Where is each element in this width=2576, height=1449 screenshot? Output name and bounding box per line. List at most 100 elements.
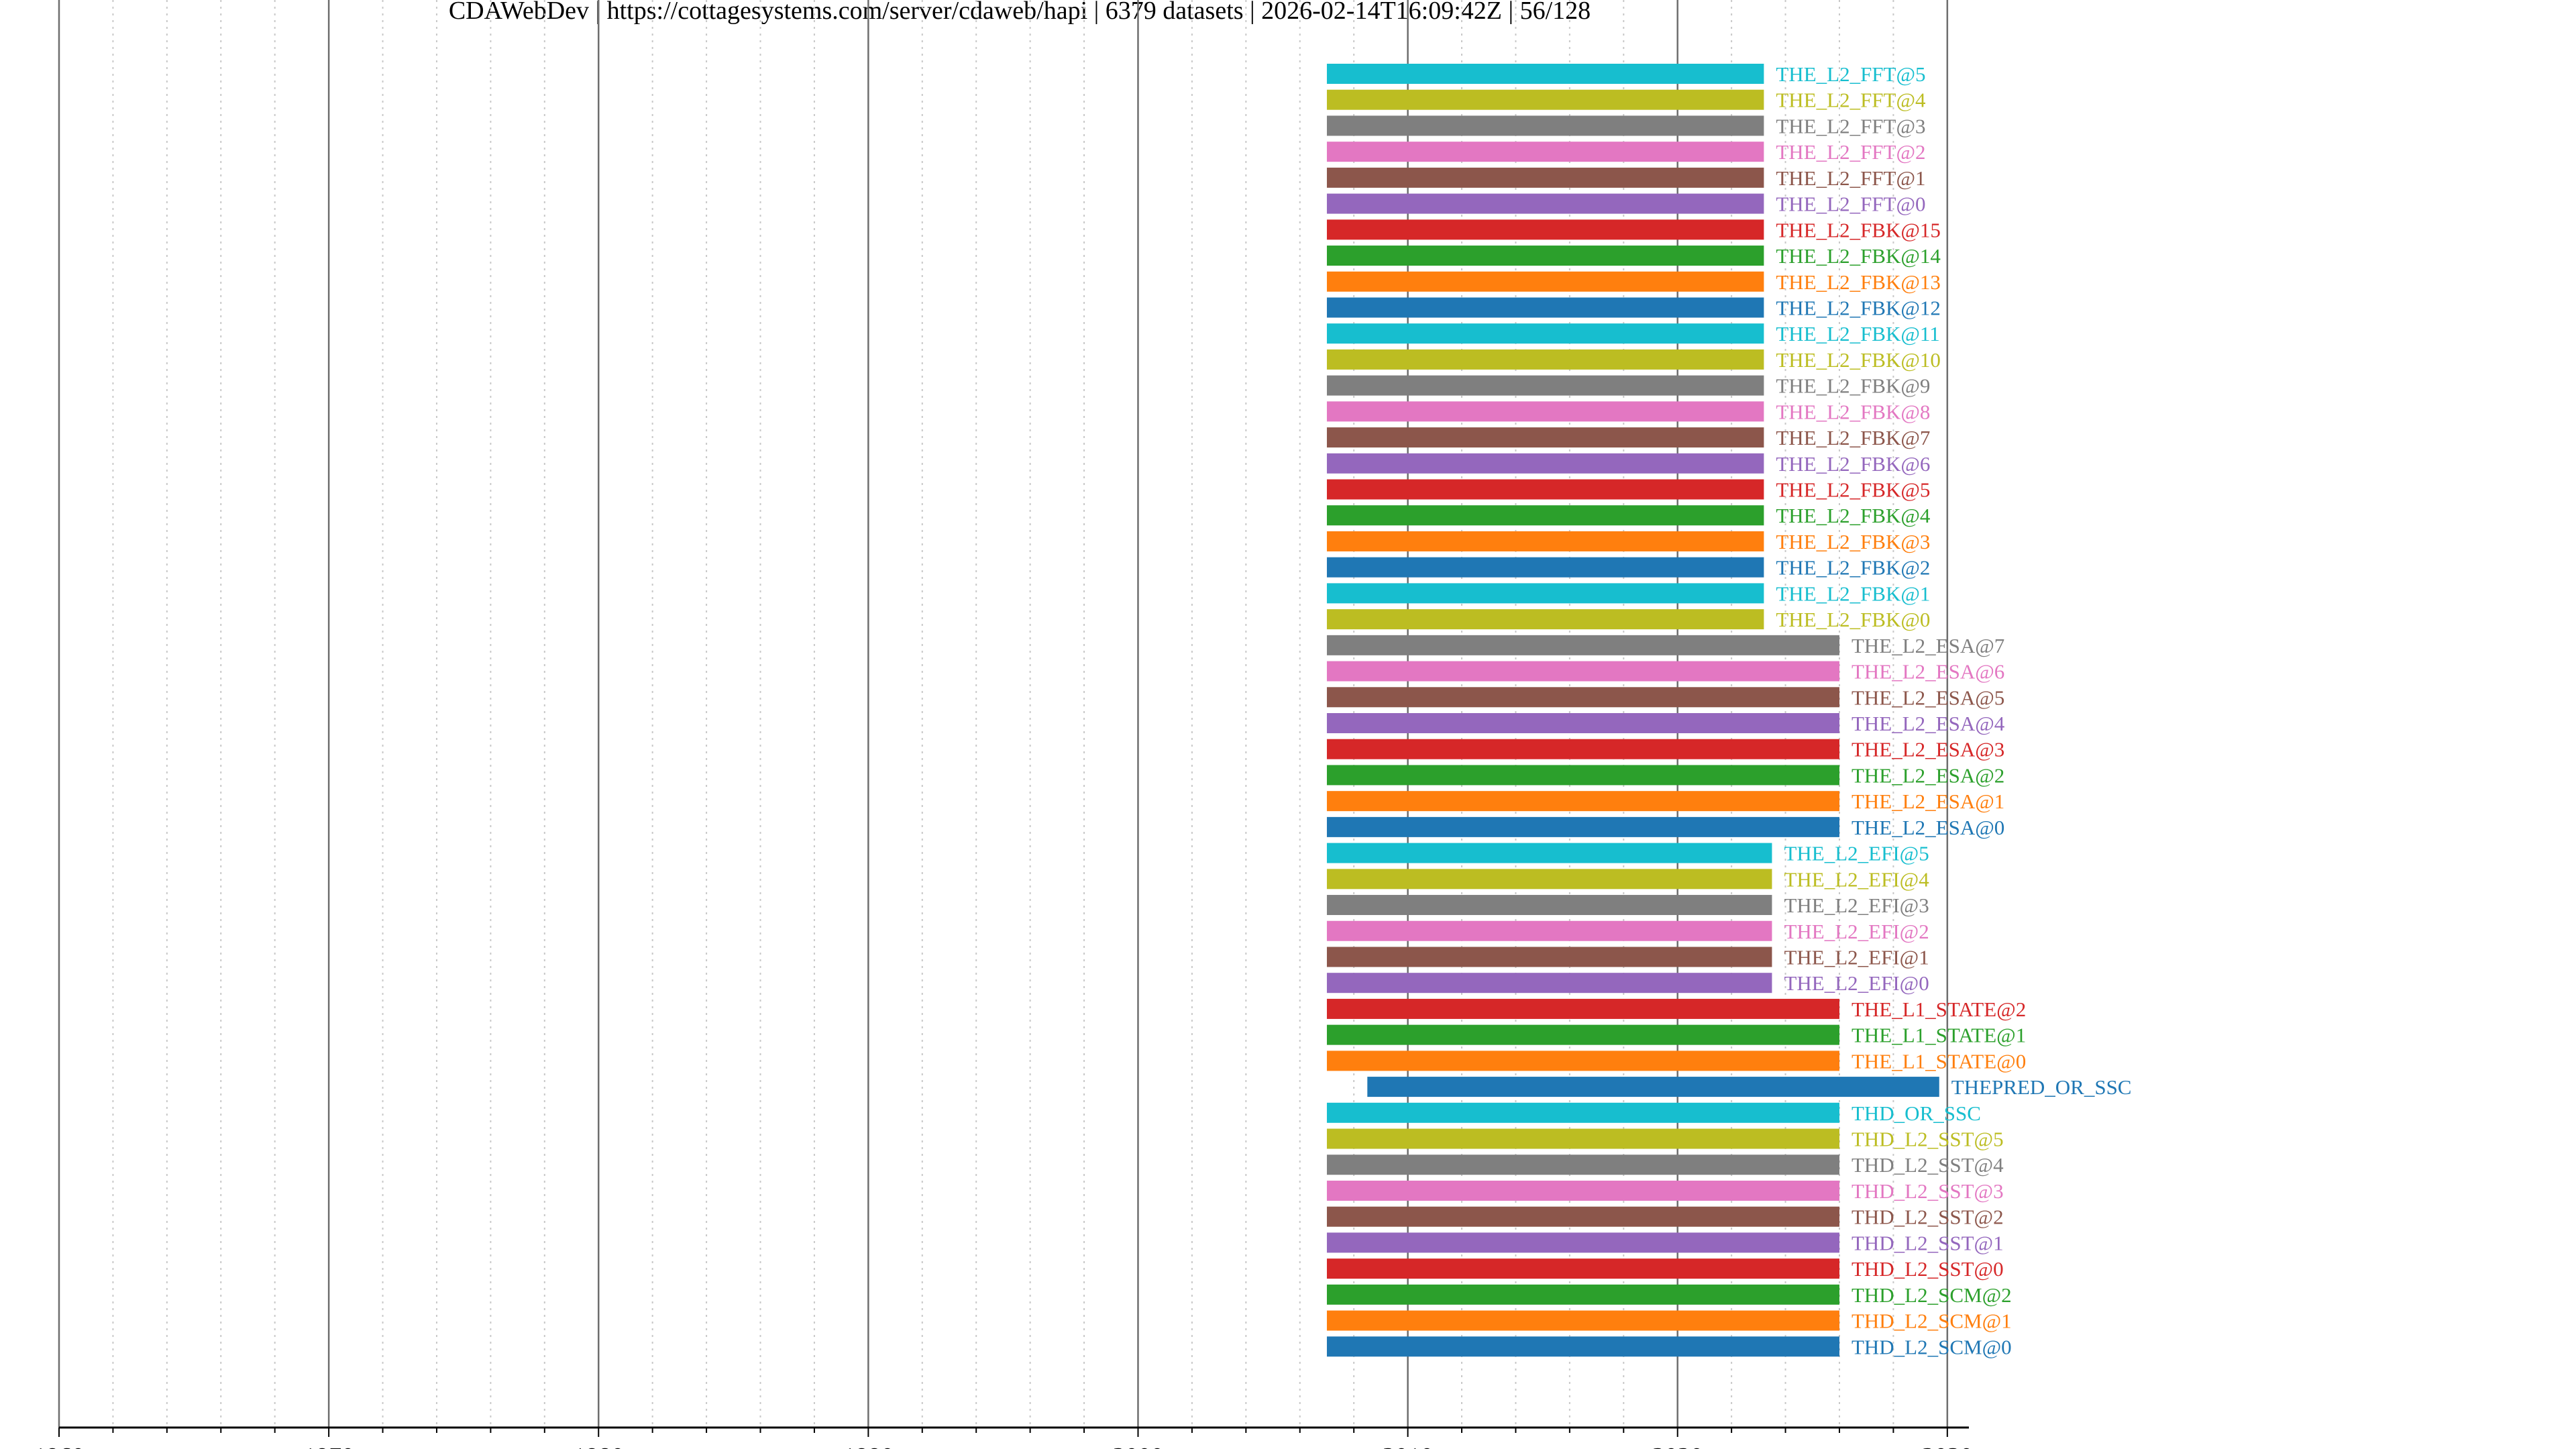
dataset-bar[interactable] <box>1326 1180 1839 1201</box>
dataset-bar[interactable] <box>1326 687 1839 708</box>
dataset-bar[interactable] <box>1326 479 1764 500</box>
x-axis: 1960 1970 1980 1990 2000 2010 2020 2030 <box>34 1426 1973 1449</box>
dataset-bar[interactable] <box>1326 193 1764 214</box>
dataset-label: THE_L2_EFI@2 <box>1784 920 1929 943</box>
dataset-label: THD_L2_SCM@0 <box>1851 1335 2012 1358</box>
dataset-bar[interactable] <box>1326 375 1764 396</box>
dataset-bar[interactable] <box>1326 973 1772 994</box>
x-tick-label: 1990 <box>843 1443 894 1449</box>
dataset-bar[interactable] <box>1326 323 1764 344</box>
dataset-bar[interactable] <box>1326 1336 1839 1357</box>
x-tick-label: 1960 <box>34 1443 85 1449</box>
dataset-label: THE_L2_EFI@5 <box>1784 842 1929 865</box>
dataset-bar[interactable] <box>1326 297 1764 318</box>
dataset-bar[interactable] <box>1326 1024 1839 1045</box>
dataset-label: THE_L2_EFI@1 <box>1784 945 1929 969</box>
dataset-bar[interactable] <box>1367 1077 1939 1097</box>
dataset-bar[interactable] <box>1326 843 1772 863</box>
dataset-bar[interactable] <box>1326 713 1839 733</box>
dataset-bar[interactable] <box>1326 89 1764 110</box>
dataset-label: THE_L2_FFT@2 <box>1776 140 1925 164</box>
dataset-bar[interactable] <box>1326 609 1764 630</box>
dataset-label: THD_L2_SST@2 <box>1851 1205 2004 1229</box>
dataset-bar[interactable] <box>1326 1102 1839 1123</box>
dataset-label: THE_L2_FFT@5 <box>1776 62 1925 86</box>
dataset-label: THE_L2_ESA@7 <box>1851 634 2004 657</box>
dataset-bar[interactable] <box>1326 739 1839 759</box>
dataset-bar[interactable] <box>1326 1206 1839 1227</box>
dataset-bar[interactable] <box>1326 401 1764 422</box>
dataset-bar[interactable] <box>1326 557 1764 578</box>
dataset-bar[interactable] <box>1326 583 1764 604</box>
dataset-label: THE_L2_EFI@0 <box>1784 971 1929 995</box>
dataset-bar[interactable] <box>1326 998 1839 1019</box>
x-tick-label: 1980 <box>573 1443 624 1449</box>
dataset-label: THE_L2_FBK@6 <box>1776 452 1930 476</box>
dataset-labels: THE_L2_FFT@5THE_L2_FFT@4THE_L2_FFT@3THE_… <box>1776 62 2131 1358</box>
dataset-bar[interactable] <box>1326 142 1764 162</box>
dataset-label: THE_L2_FBK@9 <box>1776 374 1930 398</box>
dataset-bar[interactable] <box>1326 246 1764 266</box>
dataset-bar[interactable] <box>1326 765 1839 786</box>
dataset-label: THEPRED_OR_SSC <box>1951 1075 2132 1099</box>
dataset-label: THE_L2_FBK@5 <box>1776 478 1930 502</box>
dataset-bar[interactable] <box>1326 219 1764 240</box>
dataset-bar[interactable] <box>1326 453 1764 474</box>
dataset-label: THD_L2_SST@1 <box>1851 1231 2004 1254</box>
dataset-label: THE_L2_ESA@0 <box>1851 816 2004 839</box>
dataset-label: THD_L2_SST@0 <box>1851 1257 2004 1281</box>
dataset-label: THE_L2_EFI@3 <box>1784 894 1929 917</box>
dataset-bar[interactable] <box>1326 1310 1839 1331</box>
x-tick-label: 2000 <box>1112 1443 1163 1449</box>
dataset-bar[interactable] <box>1326 115 1764 136</box>
dataset-bar[interactable] <box>1326 635 1839 655</box>
dataset-label: THE_L2_FBK@0 <box>1776 608 1930 631</box>
dataset-label: THE_L2_FFT@3 <box>1776 114 1925 138</box>
dataset-bar[interactable] <box>1326 920 1772 941</box>
dataset-label: THD_OR_SSC <box>1851 1102 1981 1125</box>
dataset-bar[interactable] <box>1326 869 1772 890</box>
dataset-label: THE_L2_FBK@8 <box>1776 400 1930 423</box>
dataset-bar[interactable] <box>1326 1284 1839 1305</box>
dataset-label: THE_L1_STATE@1 <box>1851 1024 2026 1047</box>
x-tick-label: 2020 <box>1652 1443 1703 1449</box>
dataset-label: THE_L2_ESA@2 <box>1851 763 2004 787</box>
dataset-label: THE_L2_FBK@13 <box>1776 270 1941 294</box>
dataset-bar[interactable] <box>1326 1258 1839 1279</box>
dataset-bar[interactable] <box>1326 64 1764 84</box>
dataset-label: THE_L2_FBK@7 <box>1776 426 1930 449</box>
dataset-label: THD_L2_SST@3 <box>1851 1179 2004 1203</box>
dataset-label: THE_L2_ESA@4 <box>1851 712 2005 735</box>
dataset-bar[interactable] <box>1326 1128 1839 1149</box>
dataset-label: THE_L2_FBK@11 <box>1776 322 1939 345</box>
dataset-label: THD_L2_SCM@2 <box>1851 1283 2012 1307</box>
dataset-bar[interactable] <box>1326 947 1772 967</box>
dataset-label: THE_L2_ESA@5 <box>1851 686 2004 709</box>
dataset-bar[interactable] <box>1326 791 1839 812</box>
dataset-bar[interactable] <box>1326 1051 1839 1071</box>
dataset-label: THE_L2_FBK@4 <box>1776 504 1931 527</box>
dataset-bar[interactable] <box>1326 505 1764 526</box>
dataset-label: THE_L2_ESA@3 <box>1851 738 2004 761</box>
dataset-label: THE_L2_FBK@10 <box>1776 348 1941 372</box>
dataset-bar[interactable] <box>1326 1232 1839 1253</box>
dataset-bar[interactable] <box>1326 427 1764 448</box>
dataset-bar[interactable] <box>1326 531 1764 551</box>
dataset-bar[interactable] <box>1326 1155 1839 1175</box>
dataset-bar[interactable] <box>1326 661 1839 682</box>
dataset-label: THE_L2_FBK@15 <box>1776 218 1941 241</box>
dataset-bar[interactable] <box>1326 816 1839 837</box>
dataset-label: THE_L2_ESA@1 <box>1851 790 2004 813</box>
chart-title: CDAWebDev | https://cottagesystems.com/s… <box>449 0 1591 25</box>
dataset-bar[interactable] <box>1326 271 1764 292</box>
dataset-label: THD_L2_SST@5 <box>1851 1128 2004 1151</box>
dataset-label: THE_L2_FFT@4 <box>1776 89 1926 112</box>
dataset-label: THE_L2_ESA@6 <box>1851 660 2004 684</box>
dataset-bar[interactable] <box>1326 895 1772 916</box>
dataset-label: THE_L2_FBK@14 <box>1776 244 1941 268</box>
dataset-label: THE_L2_FFT@0 <box>1776 193 1925 216</box>
dataset-bar[interactable] <box>1326 349 1764 370</box>
dataset-bar[interactable] <box>1326 167 1764 188</box>
